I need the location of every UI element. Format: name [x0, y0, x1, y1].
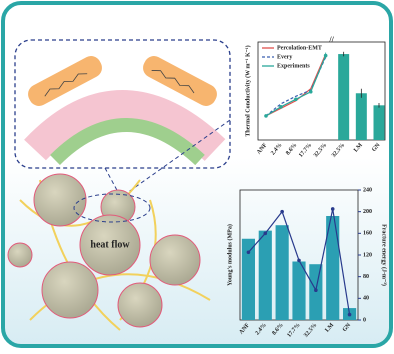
y2-tick-label: 40	[363, 296, 369, 302]
y2-tick-label: 200	[363, 209, 372, 215]
y2-tick-label: 120	[363, 252, 372, 258]
y-axis-label: Young's modulus (MPa)	[226, 224, 233, 286]
bar	[338, 54, 350, 140]
inset	[14, 39, 231, 206]
bar	[258, 230, 272, 320]
point	[297, 258, 301, 263]
legend-label: Percolation-EMT	[277, 45, 322, 51]
y-axis-label: Thermal Conductivity (W m⁻¹ K⁻¹)	[244, 45, 251, 136]
y2-tick-label: 80	[363, 274, 369, 280]
heat-flow-label: heat flow	[90, 239, 130, 250]
point	[263, 231, 268, 236]
bar	[326, 216, 340, 320]
legend-label: Every	[277, 54, 292, 60]
bar	[241, 238, 256, 320]
modulus-chart: Young's modulus (MPa) Fracture energy (J·…	[226, 187, 387, 338]
y2-tick-label: 240	[363, 187, 372, 193]
bar	[309, 264, 323, 320]
bar	[275, 225, 289, 320]
plot-area	[257, 41, 386, 141]
point	[330, 207, 335, 211]
point	[280, 209, 284, 214]
line	[265, 56, 327, 117]
point	[314, 288, 318, 293]
x-tick-label: LM	[353, 142, 364, 154]
bar	[373, 105, 385, 140]
spheres: heat flow	[7, 173, 211, 331]
y2-tick-label: 0	[363, 317, 366, 323]
legend-label: Experiments	[277, 63, 310, 69]
bar	[292, 261, 306, 320]
x-tick-label: LM	[324, 322, 335, 334]
point	[347, 312, 352, 317]
x-tick-label: GN	[371, 142, 382, 153]
y2-axis-label: Fracture energy (J·m⁻³)	[381, 224, 388, 286]
x-tick-label: GN	[342, 322, 353, 333]
y2-tick-label: 160	[363, 231, 372, 237]
point	[246, 250, 251, 255]
bar	[355, 93, 367, 140]
axis-break: //	[328, 35, 334, 44]
